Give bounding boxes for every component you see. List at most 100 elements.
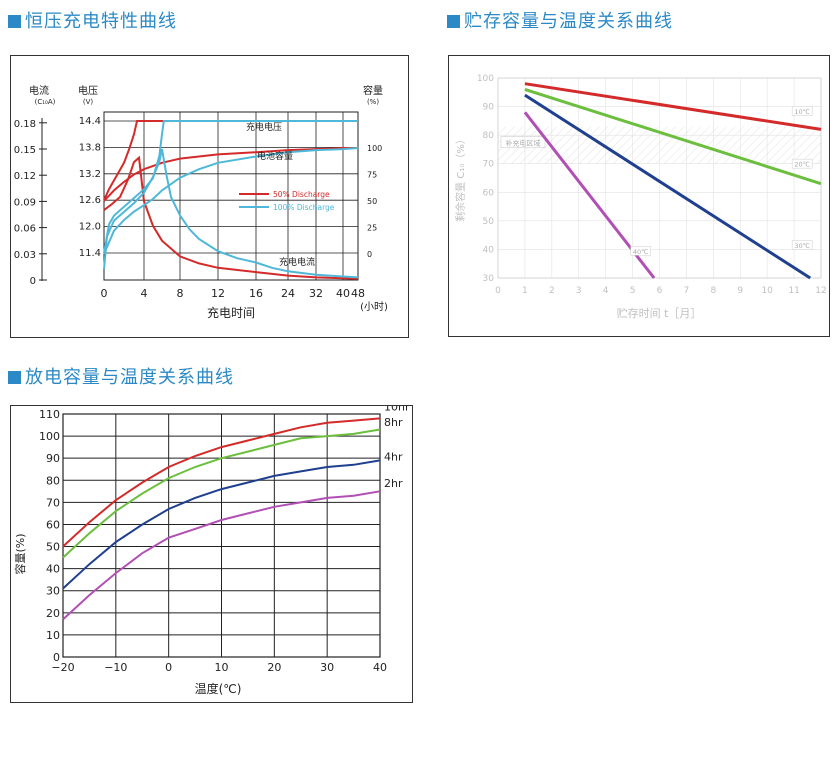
voltage-axis-unit: (V) <box>83 98 94 106</box>
storage-x-axis-label: 贮存时间 t［月］ <box>617 306 702 320</box>
charging-x-tick-label: 48 <box>351 287 365 300</box>
charging-chart-panel: 0.18 0.15 0.12 0.09 0.06 0.03 0 电流 (C₁₀A) 14.4 13.… <box>10 55 409 338</box>
storage-x-tick-label: 12 <box>815 286 826 296</box>
discharge-y-tick-label: 40 <box>46 563 60 576</box>
voltage-tick-label: 13.8 <box>79 142 101 153</box>
voltage-tick-label: 13.2 <box>79 169 101 180</box>
storage-x-tick-label: 11 <box>788 286 799 296</box>
storage-series-label: 20℃ <box>794 161 810 169</box>
capacity-tick-label: 100 <box>367 144 382 153</box>
discharge-series-line <box>62 490 381 621</box>
discharge-x-tick-label: 20 <box>267 661 281 674</box>
discharge-y-tick-label: 110 <box>39 408 60 421</box>
storage-y-tick-label: 70 <box>483 160 495 170</box>
voltage-tick-label: 14.4 <box>79 116 101 127</box>
storage-x-tick-label: 1 <box>522 286 528 296</box>
charging-x-axis-label: 充电时间 <box>207 305 255 320</box>
charging-x-tick-label: 4 <box>141 287 148 300</box>
discharge-y-tick-label: 30 <box>46 585 60 598</box>
legend-label: 50% Discharge <box>273 190 330 199</box>
charging-series-current-line <box>103 148 359 279</box>
storage-x-tick-label: 5 <box>630 286 636 296</box>
discharge-series-line <box>62 417 381 548</box>
charging-series-voltage-line <box>103 120 358 201</box>
charging-x-tick-label: 12 <box>211 287 225 300</box>
charging-plot-frame <box>103 111 359 281</box>
storage-x-tick-label: 4 <box>603 286 609 296</box>
current-axis-label: 电流 <box>29 84 49 97</box>
charging-title-text: 恒压充电特性曲线 <box>25 11 177 32</box>
discharge-x-tick-label: 10 <box>215 661 229 674</box>
voltage-tick-label: 12.0 <box>79 222 101 233</box>
discharge-y-tick-label: 80 <box>46 474 60 487</box>
storage-x-tick-label: 3 <box>576 286 582 296</box>
voltage-tick-label: 11.4 <box>79 248 101 259</box>
title-square-icon <box>8 15 21 28</box>
storage-x-tick-label: 2 <box>549 286 555 296</box>
current-axis-unit: (C₁₀A) <box>35 98 56 106</box>
discharge-y-tick-label: 20 <box>46 607 60 620</box>
storage-series-line <box>524 82 822 131</box>
discharge-y-tick-label: 70 <box>46 496 60 509</box>
storage-y-tick-label: 60 <box>483 188 495 198</box>
discharge-plot-frame <box>62 413 381 658</box>
discharge-y-tick-label: 50 <box>46 541 60 554</box>
charging-section-title: 恒压充电特性曲线 <box>8 7 177 33</box>
charging-series-voltage-line <box>103 120 358 254</box>
capacity-tick-label: 75 <box>367 171 377 180</box>
charging-x-tick-label: 24 <box>281 287 295 300</box>
capacity-tick-label: 50 <box>367 197 377 206</box>
discharge-y-tick-label: 100 <box>39 430 60 443</box>
legend-label: 100% Discharge <box>273 203 335 212</box>
storage-x-tick-label: 8 <box>710 286 716 296</box>
storage-x-tick-label: 6 <box>657 286 663 296</box>
capacity-axis-unit: (%) <box>367 98 379 106</box>
storage-y-tick-label: 30 <box>483 274 495 284</box>
curve-label-current: 充电电流 <box>279 256 315 268</box>
discharge-series-line <box>62 428 381 559</box>
current-tick-label: 0.06 <box>14 224 36 235</box>
discharge-y-tick-label: 10 <box>46 629 60 642</box>
storage-y-tick-label: 100 <box>477 74 494 84</box>
charging-x-tick-label: 40 <box>336 287 350 300</box>
storage-y-tick-label: 90 <box>483 103 495 113</box>
storage-series-line <box>524 87 822 186</box>
discharge-x-tick-label: 30 <box>320 661 334 674</box>
storage-title-text: 贮存容量与温度关系曲线 <box>464 11 673 32</box>
discharge-title-text: 放电容量与温度关系曲线 <box>25 367 234 388</box>
storage-series-label-box <box>791 158 813 169</box>
discharge-x-axis-label: 温度(℃) <box>195 681 242 696</box>
discharge-chart-panel: −20 −10 0 10 20 30 40 0 10 20 30 40 50 60 70 80 90 100 110… <box>10 401 413 703</box>
current-tick-label: 0.18 <box>14 119 36 130</box>
charging-x-tick-label: 16 <box>249 287 263 300</box>
storage-series-label-box <box>791 106 813 116</box>
title-square-icon <box>8 371 21 384</box>
current-tick-label: 0.15 <box>14 145 36 156</box>
storage-series-label-box <box>791 240 813 250</box>
charging-x-tick-label: 8 <box>177 287 184 300</box>
charging-x-tick-label: 0 <box>101 287 108 300</box>
current-tick-label: 0 <box>30 276 36 287</box>
storage-series-label: 40℃ <box>633 248 649 256</box>
discharge-series-label: 10hr <box>384 406 410 414</box>
discharge-x-tick-label: −20 <box>51 661 74 674</box>
discharge-y-axis-label: 容量(%) <box>13 533 27 574</box>
discharge-series-label: 8hr <box>384 416 403 429</box>
capacity-tick-label: 25 <box>367 224 377 233</box>
current-tick-label: 0.09 <box>14 197 36 208</box>
discharge-y-tick-label: 0 <box>53 651 60 664</box>
charging-chart: 0.18 0.15 0.12 0.09 0.06 0.03 0 电流(C₁₀A) 14.4 13.… <box>14 84 388 320</box>
storage-section-title: 贮存容量与温度关系曲线 <box>447 7 673 33</box>
discharge-x-tick-label: 0 <box>165 661 172 674</box>
charging-series-capacity-line <box>103 147 359 255</box>
capacity-axis-label: 容量 <box>363 84 383 97</box>
discharge-section-title: 放电容量与温度关系曲线 <box>8 363 234 389</box>
curve-label-voltage: 充电电压 <box>246 121 282 133</box>
current-tick-label: 0.03 <box>14 250 36 261</box>
voltage-tick-label: 12.6 <box>79 195 101 206</box>
voltage-axis-label: 电压 <box>78 84 98 97</box>
discharge-series-label: 4hr <box>384 450 403 463</box>
curve-label-capacity: 电池容量 <box>257 150 293 162</box>
storage-series-label: 10℃ <box>794 108 810 116</box>
